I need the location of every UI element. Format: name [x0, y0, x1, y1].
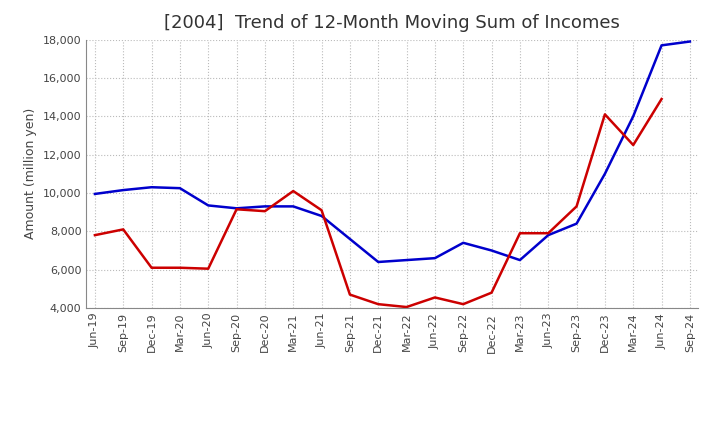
Net Income: [459, 301, 467, 307]
Ordinary Income: [261, 204, 269, 209]
Ordinary Income: [289, 204, 297, 209]
Ordinary Income: [657, 43, 666, 48]
Net Income: [402, 304, 411, 310]
Net Income: [487, 290, 496, 295]
Line: Net Income: Net Income: [95, 99, 662, 307]
Ordinary Income: [176, 186, 184, 191]
Ordinary Income: [459, 240, 467, 246]
Ordinary Income: [685, 39, 694, 44]
Y-axis label: Amount (million yen): Amount (million yen): [24, 108, 37, 239]
Net Income: [289, 188, 297, 194]
Net Income: [346, 292, 354, 297]
Ordinary Income: [233, 205, 241, 211]
Net Income: [318, 208, 326, 213]
Net Income: [431, 295, 439, 300]
Ordinary Income: [572, 221, 581, 226]
Ordinary Income: [374, 259, 382, 264]
Net Income: [374, 301, 382, 307]
Net Income: [572, 204, 581, 209]
Net Income: [148, 265, 156, 270]
Net Income: [119, 227, 127, 232]
Net Income: [261, 209, 269, 214]
Net Income: [91, 232, 99, 238]
Ordinary Income: [600, 171, 609, 176]
Line: Ordinary Income: Ordinary Income: [95, 41, 690, 262]
Net Income: [600, 112, 609, 117]
Ordinary Income: [204, 203, 212, 208]
Ordinary Income: [487, 248, 496, 253]
Ordinary Income: [91, 191, 99, 197]
Ordinary Income: [318, 213, 326, 219]
Net Income: [233, 207, 241, 212]
Title: [2004]  Trend of 12-Month Moving Sum of Incomes: [2004] Trend of 12-Month Moving Sum of I…: [164, 15, 621, 33]
Net Income: [176, 265, 184, 270]
Ordinary Income: [516, 257, 524, 263]
Net Income: [657, 96, 666, 102]
Net Income: [516, 231, 524, 236]
Ordinary Income: [629, 114, 637, 119]
Ordinary Income: [148, 185, 156, 190]
Net Income: [204, 266, 212, 271]
Ordinary Income: [119, 187, 127, 193]
Ordinary Income: [402, 257, 411, 263]
Ordinary Income: [431, 256, 439, 261]
Net Income: [629, 143, 637, 148]
Net Income: [544, 231, 552, 236]
Ordinary Income: [346, 236, 354, 242]
Ordinary Income: [544, 232, 552, 238]
